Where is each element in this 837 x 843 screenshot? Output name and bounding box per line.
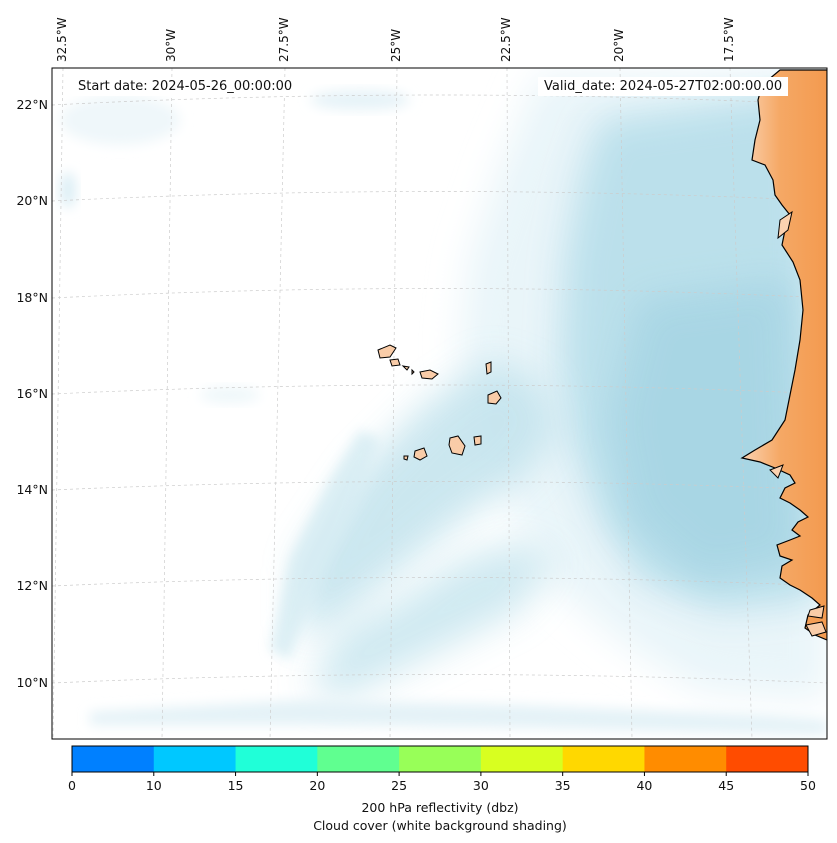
lat-label-22n: 22°N — [16, 97, 48, 112]
colorbar-segment-1 — [153, 746, 237, 772]
colorbar-sublabel: Cloud cover (white background shading) — [313, 818, 567, 833]
lat-label-10n: 10°N — [16, 675, 48, 690]
colorbar-segment-0 — [72, 746, 155, 772]
colorbar-tick-label: 10 — [145, 778, 162, 793]
colorbar-segment-7 — [644, 746, 727, 772]
colorbar-tick-label: 25 — [391, 778, 408, 793]
colorbar-segment-2 — [235, 746, 318, 772]
colorbar-label: 200 hPa reflectivity (dbz) — [361, 800, 519, 815]
colorbar — [71, 745, 809, 776]
lon-label-32-5w: 32.5°W — [55, 17, 69, 62]
africa-landmass — [740, 69, 827, 641]
colorbar-segment-4 — [399, 746, 482, 772]
lon-label-20w: 20°W — [612, 28, 626, 62]
map-frame — [51, 67, 828, 740]
cloud-cover-layer — [60, 75, 827, 735]
colorbar-tick-label: 0 — [68, 778, 76, 793]
lon-label-22-5w: 22.5°W — [499, 17, 513, 62]
cape-verde-islands — [377, 344, 502, 461]
colorbar-tick-label: 30 — [472, 778, 489, 793]
colorbar-segment-6 — [562, 746, 645, 772]
lon-label-30w: 30°W — [164, 28, 178, 62]
start-date-label: Start date: 2024-05-26_00:00:00 — [72, 77, 299, 96]
gridlines — [52, 68, 827, 739]
lon-label-25w: 25°W — [389, 28, 403, 62]
lat-label-18n: 18°N — [16, 290, 48, 305]
colorbar-tick-label: 45 — [718, 778, 735, 793]
map-area — [52, 68, 827, 739]
lat-label-20n: 20°N — [16, 193, 48, 208]
lon-label-17-5w: 17.5°W — [722, 17, 736, 62]
colorbar-tick-label: 15 — [227, 778, 244, 793]
lat-label-12n: 12°N — [16, 578, 48, 593]
colorbar-segment-8 — [726, 746, 809, 772]
colorbar-tick-label: 40 — [636, 778, 653, 793]
colorbar-tick-label: 20 — [309, 778, 326, 793]
lat-label-14n: 14°N — [16, 482, 48, 497]
lon-label-27-5w: 27.5°W — [277, 17, 291, 62]
colorbar-segment-3 — [317, 746, 400, 772]
valid-date-label: Valid_date: 2024-05-27T02:00:00.00 — [538, 77, 789, 96]
colorbar-segment-5 — [480, 746, 564, 772]
colorbar-tick-label: 50 — [800, 778, 816, 793]
lat-label-16n: 16°N — [16, 386, 48, 401]
colorbar-tick-label: 35 — [554, 778, 571, 793]
